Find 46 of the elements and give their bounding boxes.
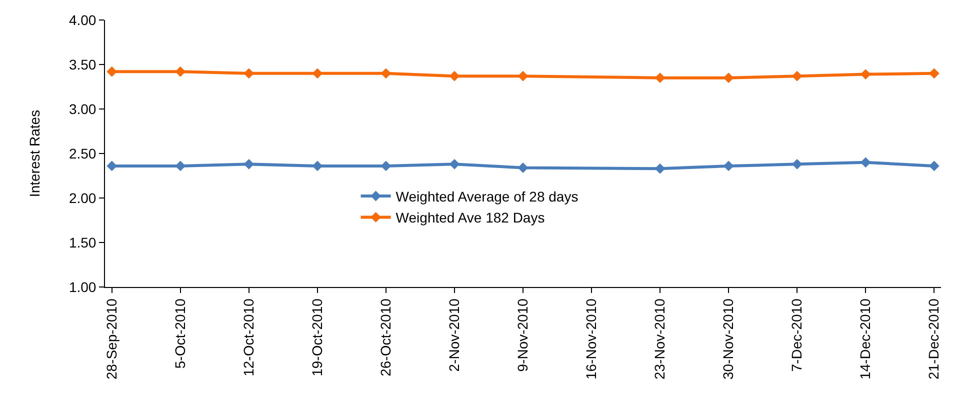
x-tick-label: 26-Oct-2010 [378,298,394,376]
point [175,160,186,172]
point [654,163,666,174]
x-tick-label: 12-Oct-2010 [240,298,256,376]
point [860,69,871,80]
x-tick-label: 23-Nov-2010 [652,298,668,380]
point [723,72,734,84]
x-tick-label: 7-Dec-2010 [788,298,805,372]
x-tick-label: 5-Oct-2010 [172,298,188,369]
point [928,68,940,79]
y-tick-label: 4.00 [68,12,96,28]
point [518,162,528,173]
y-axis-title: Interest Rates [26,110,43,198]
legend-label: Weighted Ave 182 Days [396,210,545,226]
x-tick-label: 30-Nov-2010 [720,298,736,380]
point [380,68,392,79]
x-tick-label: 28-Sep-2010 [103,298,120,380]
x-tick-label: 16-Nov-2010 [583,298,600,380]
y-tick-label: 3.50 [68,56,96,72]
point [723,160,734,172]
x-tick-label: 2-Nov-2010 [446,298,462,372]
point [244,158,254,170]
point [449,158,460,170]
legend-label: Weighted Average of 28 days [396,188,578,204]
point [792,70,802,82]
point [860,157,871,168]
point [518,70,528,82]
y-tick-label: 1.50 [68,234,96,250]
point [312,160,323,172]
x-tick-label: 19-Oct-2010 [308,298,325,376]
point [312,68,323,79]
point [106,66,118,77]
x-tick-label: 9-Nov-2010 [514,298,531,372]
point [380,160,392,172]
point [449,70,460,82]
x-tick-label: 21-Dec-2010 [926,298,942,380]
y-tick-label: 2.00 [68,190,96,206]
point [244,68,254,79]
y-tick-label: 2.50 [68,145,96,162]
point [654,72,666,84]
x-tick-label: 14-Dec-2010 [857,298,874,380]
point [928,160,940,172]
point [792,158,802,170]
point [175,66,186,77]
y-tick-label: 1.00 [68,278,96,295]
y-tick-label: 3.00 [68,100,96,117]
